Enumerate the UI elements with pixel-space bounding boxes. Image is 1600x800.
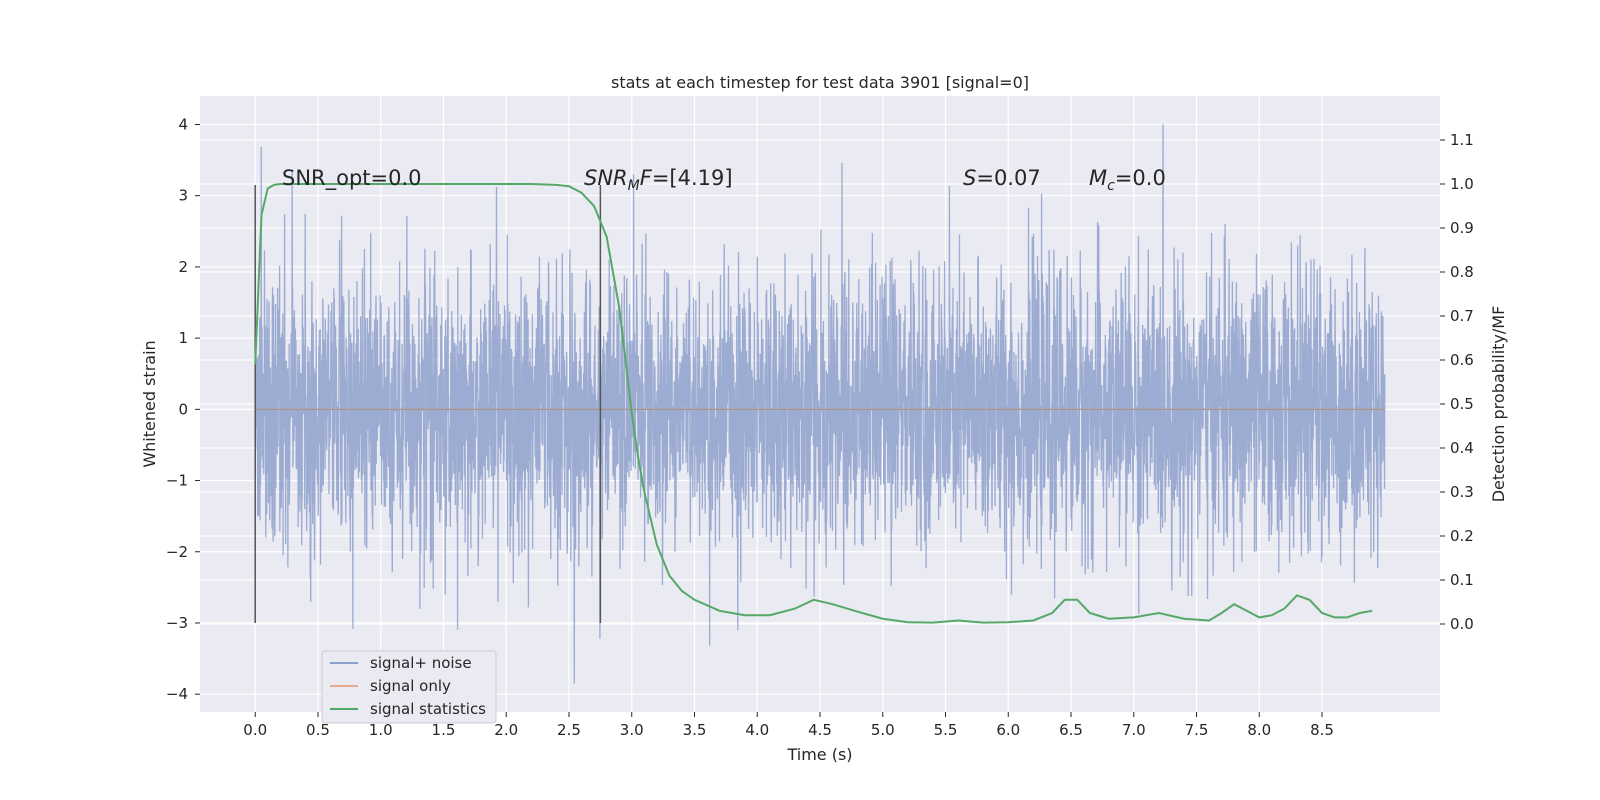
y-left-tick-label: 2 [178,258,188,276]
y-left-tick-label: 1 [178,329,188,347]
y-right-tick-label: 0.9 [1450,219,1474,237]
x-tick-label: 4.5 [808,721,832,739]
y-left-axis-ticks: 4 3 2 1 0 −1 −2 −3 −4 [166,115,200,703]
annotation-s: S=0.07 [963,166,1041,190]
x-tick-label: 6.5 [1059,721,1083,739]
y-right-tick-label: 0.4 [1450,439,1474,457]
x-tick-label: 2.0 [494,721,518,739]
y-left-axis-label: Whitened strain [140,340,159,467]
x-tick-label: 3.0 [620,721,644,739]
y-left-tick-label: −2 [166,543,188,561]
y-right-tick-label: 0.7 [1450,307,1474,325]
y-right-tick-label: 1.0 [1450,175,1474,193]
x-tick-label: 0.0 [243,721,267,739]
x-tick-label: 0.5 [306,721,330,739]
y-left-tick-label: 3 [178,187,188,205]
x-tick-label: 4.0 [745,721,769,739]
series-signal-noise [254,124,1386,684]
legend-label-signal-noise: signal+ noise [370,654,472,672]
y-right-tick-label: 0.3 [1450,483,1474,501]
series-signal-statistics [254,183,1373,624]
y-right-tick-label: 0.2 [1450,527,1474,545]
legend-box [321,650,497,724]
x-tick-label: 3.5 [683,721,707,739]
y-left-tick-label: 4 [178,115,188,133]
annotation-mc: Mc=0.0 [1089,166,1166,194]
x-tick-label: 7.0 [1122,721,1146,739]
chart-title: stats at each timestep for test data 390… [611,73,1029,92]
y-right-tick-label: 0.5 [1450,395,1474,413]
y-right-tick-label: 0.6 [1450,351,1474,369]
y-right-tick-label: 0.8 [1450,263,1474,281]
x-tick-label: 1.0 [369,721,393,739]
signal-statistics-line [254,183,1373,624]
vertical-markers [254,185,602,623]
legend-label-signal-statistics: signal statistics [370,700,486,718]
x-tick-label: 8.0 [1247,721,1271,739]
y-left-tick-label: −4 [166,685,188,703]
y-right-tick-label: 1.1 [1450,131,1474,149]
annotation-snr-mf: SNRMF=[4.19] [584,166,733,194]
x-tick-label: 1.5 [432,721,456,739]
y-left-tick-label: −3 [166,614,188,632]
x-axis-label: Time (s) [786,745,852,764]
x-tick-label: 8.5 [1310,721,1334,739]
signal-noise-line [254,124,1386,684]
y-left-tick-label: −1 [166,472,188,490]
y-left-tick-label: 0 [178,400,188,418]
x-tick-label: 5.0 [871,721,895,739]
x-tick-label: 5.5 [934,721,958,739]
annotation-snr-opt: SNR_opt=0.0 [282,166,422,191]
x-axis-ticks: 0.0 0.5 1.0 1.5 2.0 2.5 3.0 3.5 4.0 4.5 5.0 5.5 6.0 6… [243,712,1334,739]
legend-label-signal-only: signal only [370,677,451,695]
y-right-axis-ticks: 1.1 1.0 0.9 0.8 0.7 0.6 0.5 0.4 0.3 0.2 0.1 0.0 [1440,131,1474,633]
x-tick-label: 6.0 [996,721,1020,739]
y-right-axis-label: Detection probability/MF [1489,306,1508,503]
y-right-tick-label: 0.0 [1450,615,1474,633]
x-tick-label: 7.5 [1185,721,1209,739]
x-tick-label: 2.5 [557,721,581,739]
legend: signal+ noise signal only signal statist… [321,650,497,724]
y-right-tick-label: 0.1 [1450,571,1474,589]
